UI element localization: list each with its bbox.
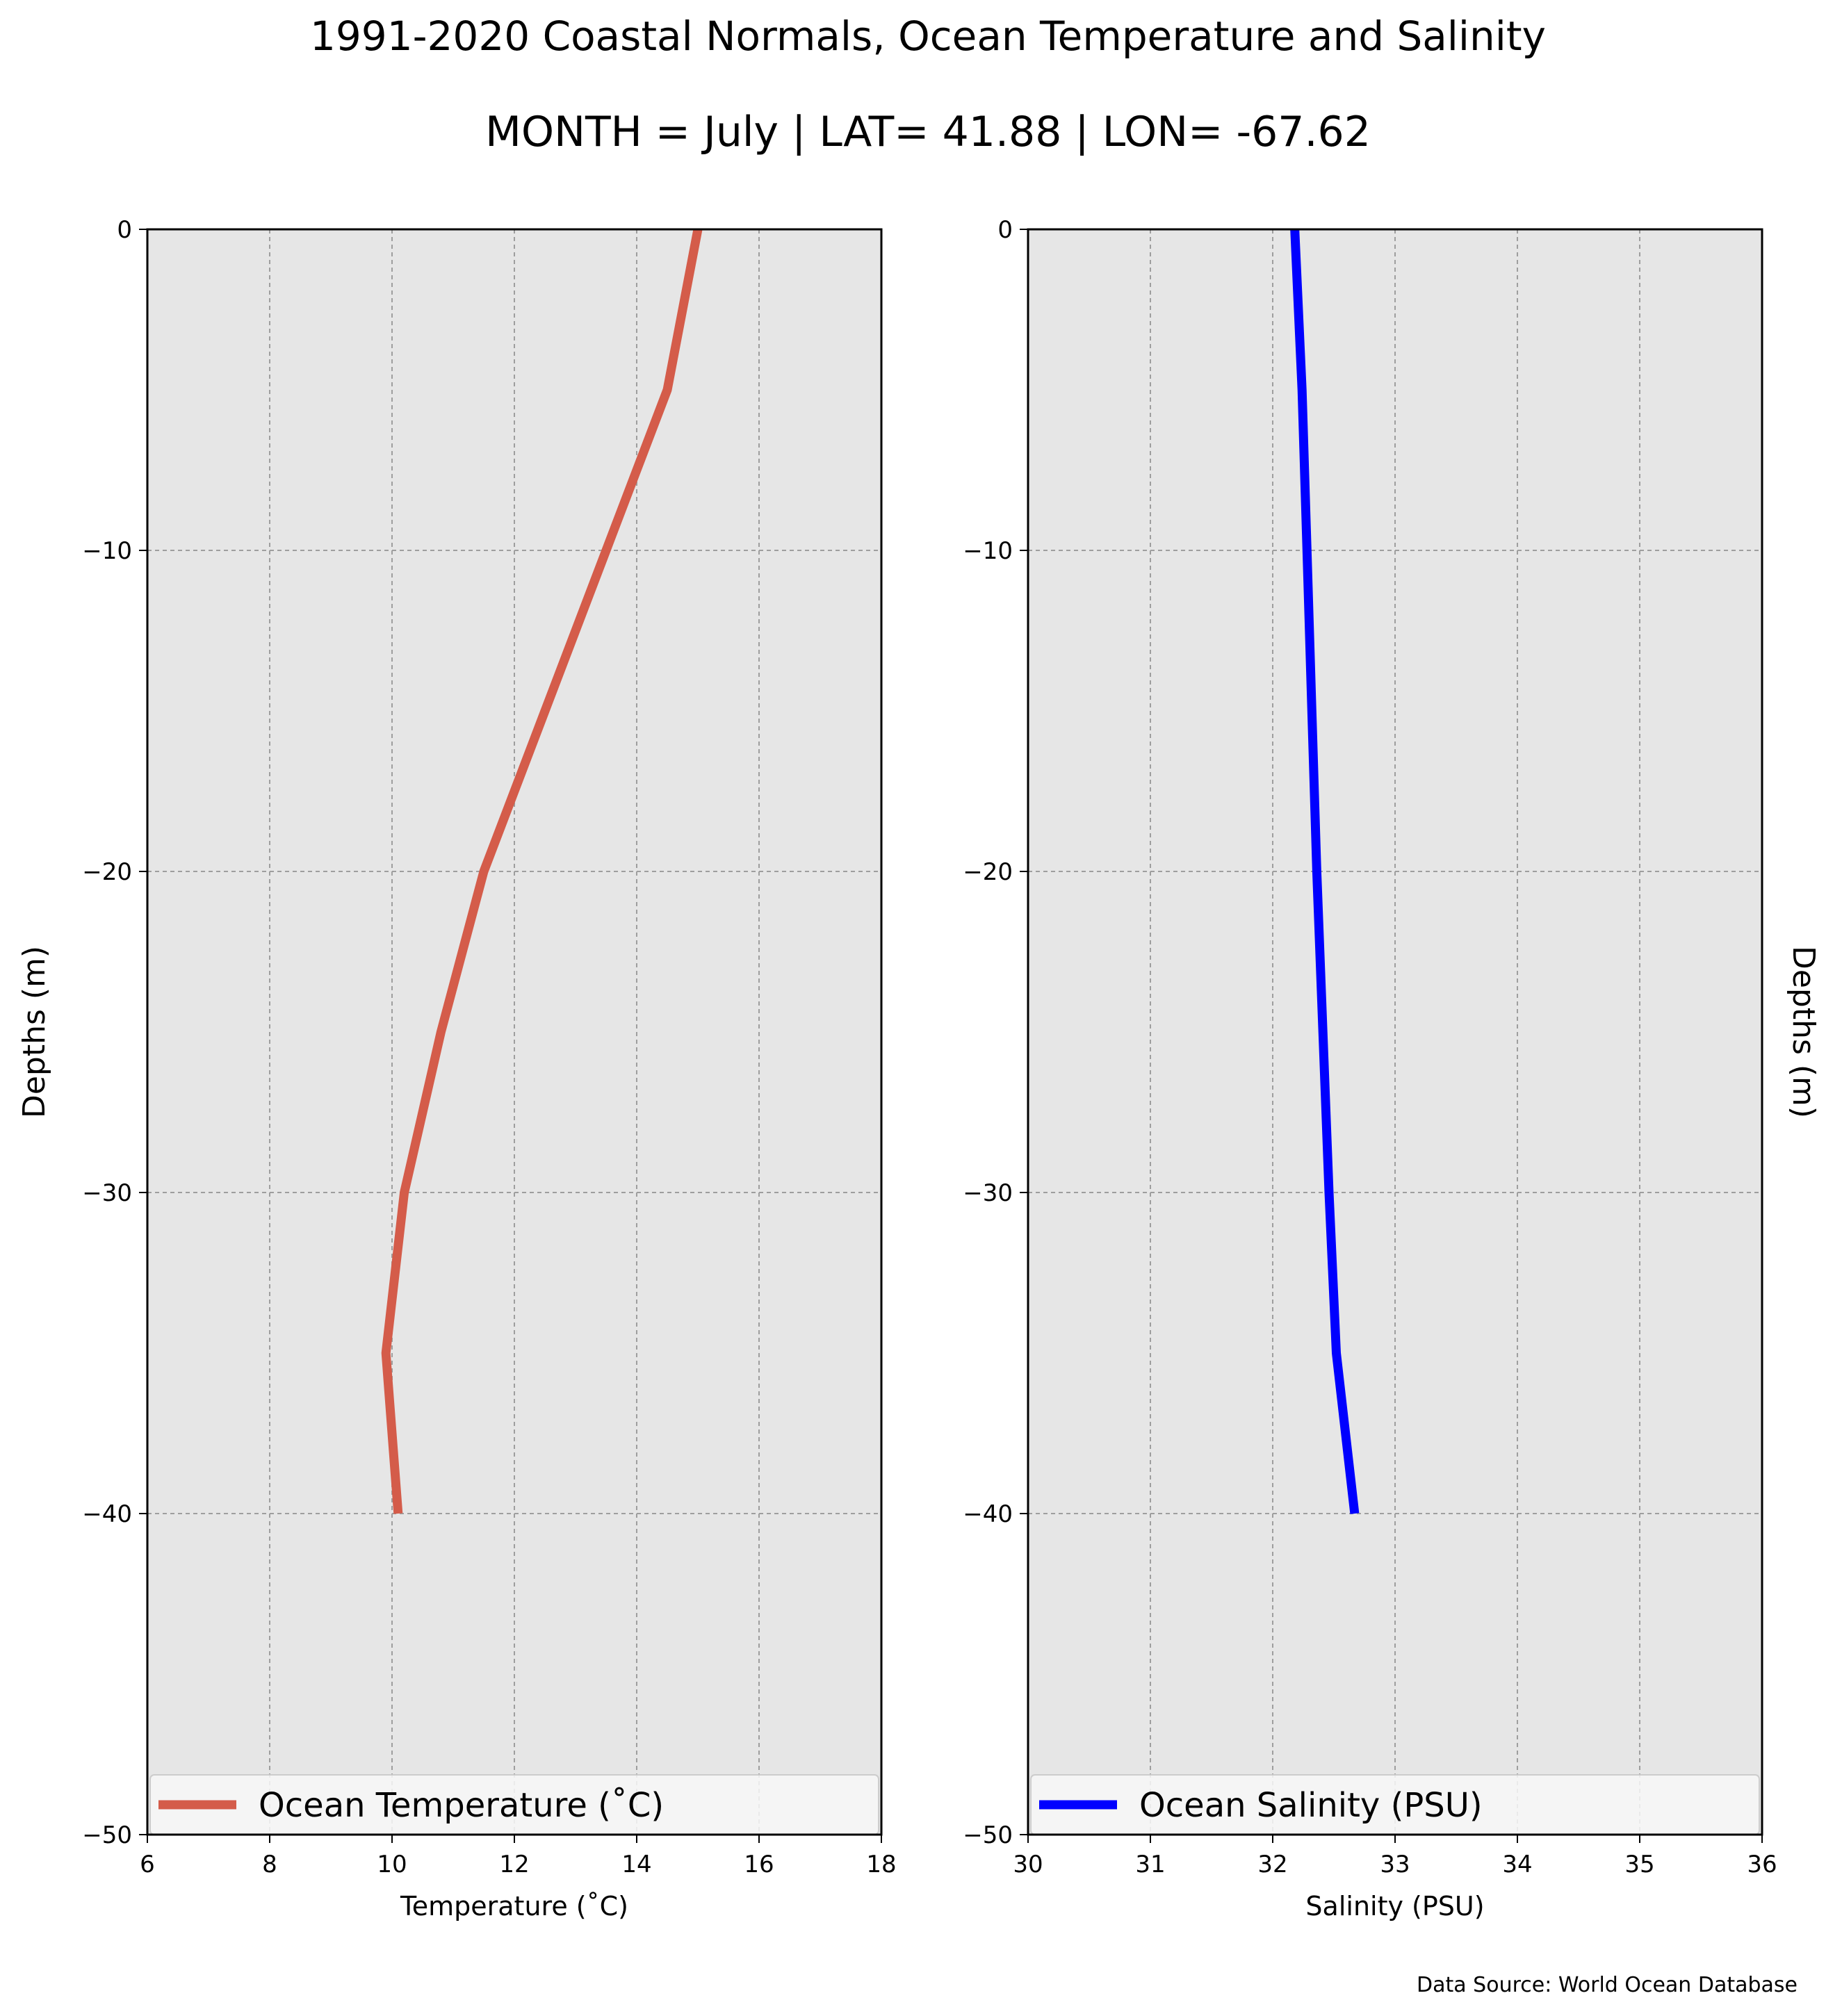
y-tick-label: −40 <box>82 1500 132 1528</box>
x-tick-label: 35 <box>1624 1851 1654 1878</box>
temperature-legend-label: Ocean Temperature (˚C) <box>259 1786 664 1825</box>
salinity-line <box>1290 229 1360 1514</box>
salinity-x-axis-label: Salinity (PSU) <box>1305 1891 1484 1921</box>
y-tick-label: −50 <box>963 1821 1013 1849</box>
x-tick-label: 16 <box>744 1851 774 1878</box>
x-tick-label: 33 <box>1380 1851 1410 1878</box>
figure-title: 1991-2020 Coastal Normals, Ocean Tempera… <box>310 13 1546 60</box>
x-tick-label: 14 <box>621 1851 651 1878</box>
temperature-y-ticks: 0 −10 −20 −30 −40 −50 <box>82 216 147 1849</box>
y-tick-label: −10 <box>82 537 132 565</box>
figure-subtitle: MONTH = July | LAT= 41.88 | LON= -67.62 <box>485 108 1371 156</box>
y-tick-label: −30 <box>82 1179 132 1207</box>
x-tick-label: 34 <box>1502 1851 1532 1878</box>
temperature-series-group <box>381 228 703 1514</box>
y-tick-label: −40 <box>963 1500 1013 1528</box>
x-tick-label: 32 <box>1257 1851 1287 1878</box>
y-tick-label: −20 <box>82 858 132 886</box>
x-tick-label: 18 <box>866 1851 896 1878</box>
y-tick-label: −20 <box>963 858 1013 886</box>
salinity-y-axis-label: Depths (m) <box>1786 946 1821 1118</box>
temperature-x-ticks: 6 8 10 12 14 16 18 <box>140 1835 897 1878</box>
temperature-line <box>381 228 703 1514</box>
x-tick-label: 12 <box>499 1851 529 1878</box>
salinity-legend-label: Ocean Salinity (PSU) <box>1139 1786 1483 1825</box>
temperature-x-axis-label: Temperature (˚C) <box>400 1891 628 1921</box>
x-tick-label: 10 <box>377 1851 407 1878</box>
x-tick-label: 36 <box>1747 1851 1777 1878</box>
salinity-x-ticks: 30 31 32 33 34 35 36 <box>1013 1835 1777 1878</box>
x-tick-label: 31 <box>1135 1851 1165 1878</box>
y-tick-label: −30 <box>963 1179 1013 1207</box>
temperature-y-axis-label: Depths (m) <box>17 946 52 1118</box>
y-tick-label: 0 <box>117 216 132 244</box>
y-tick-label: −10 <box>963 537 1013 565</box>
x-tick-label: 30 <box>1013 1851 1043 1878</box>
x-tick-label: 6 <box>140 1851 155 1878</box>
data-source-note: Data Source: World Ocean Database <box>1417 1973 1798 1997</box>
y-tick-label: 0 <box>997 216 1013 244</box>
salinity-series-group <box>1290 229 1360 1514</box>
salinity-panel: Ocean Salinity (PSU) 30 31 32 33 34 35 36 0 −10… <box>963 216 1821 1921</box>
salinity-y-ticks: 0 −10 −20 −30 −40 −50 <box>963 216 1028 1849</box>
temperature-panel: Ocean Temperature (˚C) 6 8 10 12 14 16 18 0 −10… <box>17 216 897 1921</box>
y-tick-label: −50 <box>82 1821 132 1849</box>
x-tick-label: 8 <box>262 1851 277 1878</box>
temperature-legend: Ocean Temperature (˚C) <box>149 1774 879 1835</box>
salinity-legend: Ocean Salinity (PSU) <box>1030 1774 1760 1835</box>
